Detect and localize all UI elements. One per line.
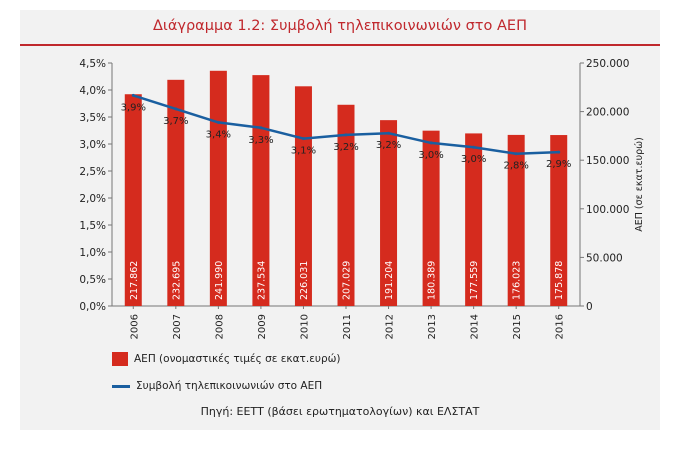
line-data-label: 3,7%	[163, 116, 188, 127]
x-tick-label: 2007	[172, 314, 183, 339]
line-point	[472, 145, 476, 149]
bar	[422, 130, 440, 306]
x-tick-label: 2014	[470, 314, 481, 339]
bar	[507, 134, 525, 306]
bar-data-label: 232.695	[171, 261, 182, 300]
x-tick-label: 2008	[214, 314, 225, 339]
y-left-tick-label: 4,5%	[79, 58, 106, 70]
line-data-label: 3,2%	[376, 140, 401, 151]
line-data-label: 3,1%	[291, 146, 316, 157]
y-right-tick-label: 150.000	[586, 155, 629, 167]
x-tick-label: 2012	[385, 314, 396, 339]
bar	[294, 86, 312, 306]
bar-data-label: 176.023	[512, 261, 523, 300]
line-point	[174, 107, 178, 111]
x-tick-label: 2010	[299, 314, 310, 339]
bar-data-label: 177.559	[469, 261, 480, 300]
legend-line-swatch	[112, 384, 130, 388]
line-data-label: 3,0%	[461, 154, 486, 165]
bar-data-label: 237.534	[256, 261, 267, 300]
x-tick-label: 2011	[342, 314, 353, 339]
bar	[465, 133, 483, 306]
line-point	[429, 141, 433, 145]
bar	[550, 135, 568, 306]
y-right-tick-label: 0	[586, 301, 593, 313]
x-tick-label: 2009	[257, 314, 268, 339]
bar	[252, 75, 270, 307]
bar-data-label: 217.862	[129, 261, 140, 300]
bar	[380, 120, 398, 306]
bar-data-label: 180.389	[427, 261, 438, 300]
y-left-tick-label: 2,0%	[79, 193, 106, 205]
line-data-label: 3,2%	[333, 142, 358, 153]
y-left-tick-label: 1,0%	[79, 247, 106, 259]
y-left-tick-label: 1,5%	[79, 220, 106, 232]
line-point	[301, 137, 305, 141]
legend-bar-label: ΑΕΠ (ονομαστικές τιμές σε εκατ.ευρώ)	[134, 353, 341, 365]
line-data-label: 3,0%	[418, 150, 443, 161]
line-data-label: 3,4%	[206, 129, 231, 140]
legend-line-label: Συμβολή τηλεπικοινωνιών στο ΑΕΠ	[136, 380, 323, 392]
bar-data-label: 207.029	[342, 261, 353, 300]
chart-title: Διάγραμμα 1.2: Συμβολή τηλεπικοινωνιών σ…	[153, 18, 527, 34]
bar-data-label: 175.878	[554, 261, 565, 300]
bar	[337, 104, 355, 306]
y-left-tick-label: 2,5%	[79, 166, 106, 178]
line-data-label: 3,9%	[121, 102, 146, 113]
y-left-tick-label: 3,0%	[79, 139, 106, 151]
line-data-label: 2,8%	[503, 161, 528, 172]
line-point	[131, 93, 135, 97]
line-data-label: 3,3%	[248, 135, 273, 146]
bar-data-label: 241.990	[214, 261, 225, 300]
x-tick-label: 2006	[129, 314, 140, 339]
line-point	[259, 126, 263, 130]
line-point	[387, 131, 391, 135]
y-right-tick-label: 200.000	[586, 107, 629, 119]
x-tick-label: 2015	[512, 314, 523, 339]
source-note: Πηγή: ΕΕΤΤ (βάσει ερωτηματολογίων) και Ε…	[200, 405, 480, 418]
title-divider	[20, 44, 660, 46]
legend-bar-swatch	[112, 352, 128, 366]
line-point	[344, 133, 348, 137]
y-right-tick-label: 50.000	[586, 252, 623, 264]
bar	[124, 94, 142, 307]
bar-data-label: 191.204	[384, 261, 395, 300]
line-point	[514, 152, 518, 156]
line-point	[557, 150, 561, 154]
y-right-tick-label: 250.000	[586, 58, 629, 70]
y-left-tick-label: 3,5%	[79, 112, 106, 124]
legend-item-line: Συμβολή τηλεπικοινωνιών στο ΑΕΠ	[112, 380, 322, 392]
bar	[209, 70, 227, 306]
y-right-axis-title: ΑΕΠ (σε εκατ.ευρώ)	[634, 137, 645, 232]
bar	[167, 79, 185, 306]
line-data-label: 2,9%	[546, 159, 571, 170]
y-left-tick-label: 4,0%	[79, 85, 106, 97]
x-tick-label: 2013	[427, 314, 438, 339]
y-right-tick-label: 100.000	[586, 204, 629, 216]
y-left-tick-label: 0,0%	[79, 301, 106, 313]
bar-data-label: 226.031	[299, 261, 310, 300]
y-left-tick-label: 0,5%	[79, 274, 106, 286]
line-point	[216, 120, 220, 124]
legend-item-bars: ΑΕΠ (ονομαστικές τιμές σε εκατ.ευρώ)	[112, 352, 341, 366]
x-tick-label: 2016	[555, 314, 566, 339]
